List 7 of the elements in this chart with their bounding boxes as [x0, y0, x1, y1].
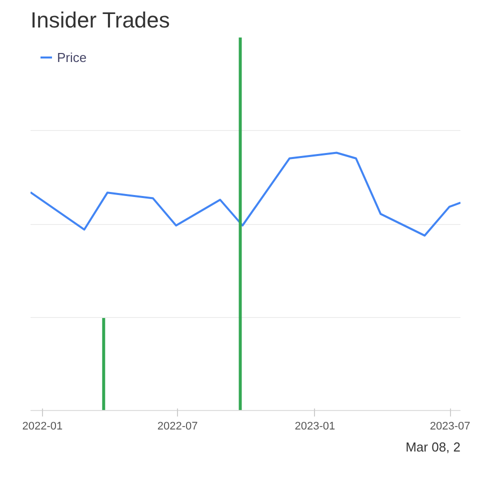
- x-tick-label: 2023-01: [294, 420, 336, 432]
- legend-label: Price: [57, 50, 87, 64]
- text: Mar 08, 2: [406, 440, 461, 454]
- x-tick-label: 2023-07: [430, 420, 470, 432]
- x-tick-label: 2022-01: [22, 420, 63, 432]
- chart-title: Insider Trades: [30, 8, 170, 32]
- x-tick-label: 2022-07: [157, 420, 198, 432]
